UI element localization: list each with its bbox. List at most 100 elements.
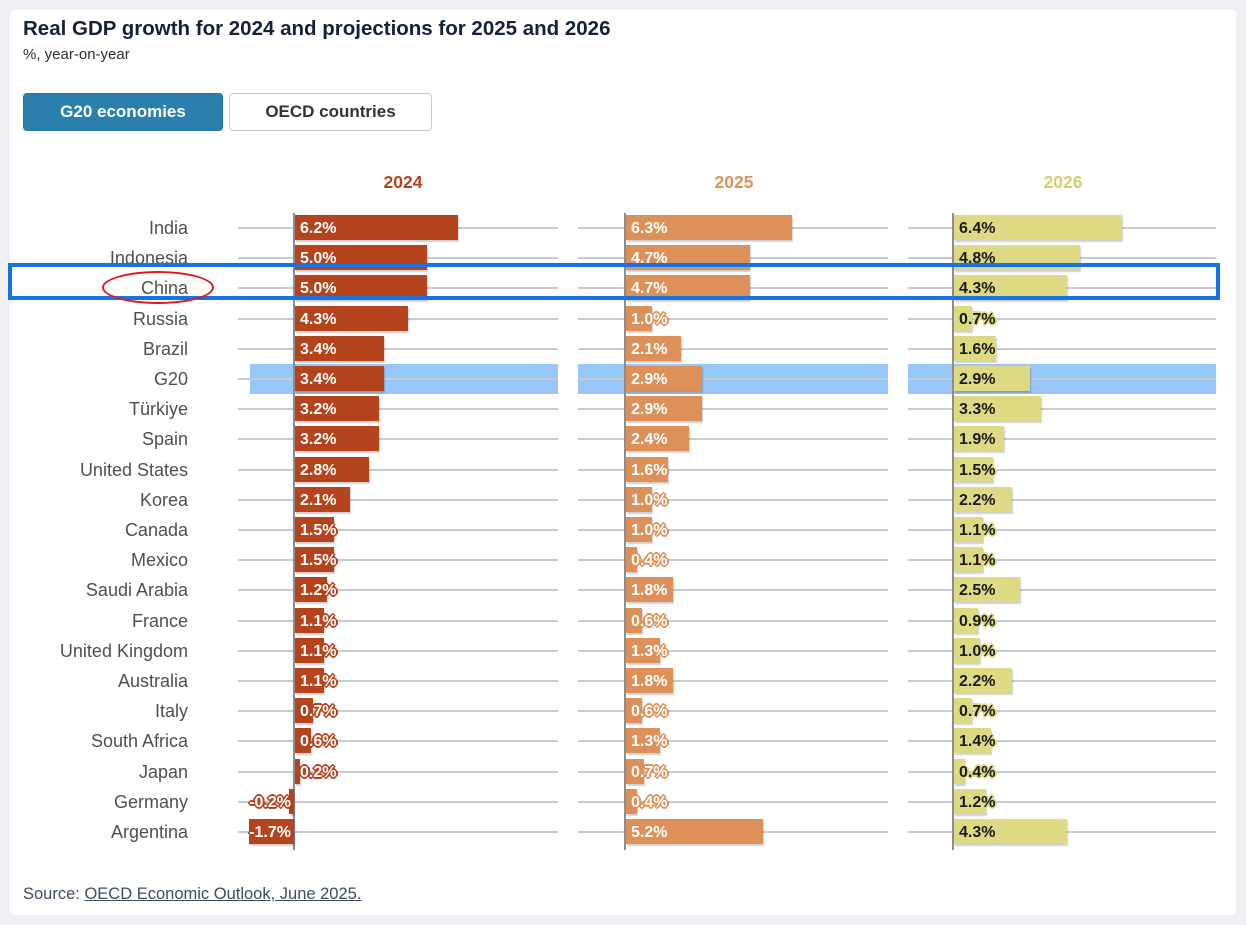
bar-2024-brazil[interactable]: [295, 336, 384, 361]
gridline-italy: [578, 710, 888, 712]
bar-2026-g20[interactable]: [954, 366, 1030, 391]
bar-2024-t-rkiye[interactable]: [295, 396, 379, 421]
bar-2024-china[interactable]: [295, 275, 427, 300]
bar-2026-russia[interactable]: [954, 306, 972, 331]
bar-2026-saudi-arabia[interactable]: [954, 577, 1020, 602]
bar-2026-japan[interactable]: [954, 759, 965, 784]
gridline-korea: [238, 499, 558, 501]
gridline-australia: [578, 680, 888, 682]
gridline-brazil: [578, 348, 888, 350]
tab-g20-economies[interactable]: G20 economies: [23, 93, 223, 131]
tab-oecd-countries[interactable]: OECD countries: [229, 93, 432, 131]
bar-2024-japan[interactable]: [295, 759, 300, 784]
bar-2024-india[interactable]: [295, 215, 458, 240]
bar-value-2026-india: 6.4%: [959, 220, 996, 237]
source-link[interactable]: OECD Economic Outlook, June 2025.: [84, 885, 362, 903]
bar-2024-mexico[interactable]: [295, 547, 334, 572]
bar-2025-brazil[interactable]: [626, 336, 681, 361]
bar-2025-france[interactable]: [626, 608, 642, 633]
row-label-t-rkiye: Türkiye: [128, 399, 188, 419]
bar-2024-south-africa[interactable]: [295, 728, 311, 753]
bar-2026-germany[interactable]: [954, 789, 986, 814]
bar-value-2026-korea: 2.2%: [959, 492, 996, 509]
gridline-united-states: [578, 469, 888, 471]
bar-2026-united-kingdom[interactable]: [954, 638, 980, 663]
bar-2026-brazil[interactable]: [954, 336, 996, 361]
bar-2026-t-rkiye[interactable]: [954, 396, 1041, 421]
bar-2025-india[interactable]: [626, 215, 792, 240]
bar-2025-japan[interactable]: [626, 759, 644, 784]
gridline-united-kingdom: [238, 650, 558, 652]
bar-2025-t-rkiye[interactable]: [626, 396, 702, 421]
bar-2025-australia[interactable]: [626, 668, 673, 693]
bar-2026-south-africa[interactable]: [954, 728, 991, 753]
bar-2026-france[interactable]: [954, 608, 978, 633]
row-label-france: France: [131, 611, 188, 631]
gridline-australia: [238, 680, 558, 682]
bar-2024-italy[interactable]: [295, 698, 313, 723]
bar-2025-china[interactable]: [626, 275, 750, 300]
bar-2024-united-kingdom[interactable]: [295, 638, 324, 663]
bar-value-2024-brazil: 3.4%: [300, 341, 337, 358]
bar-value-2025-france: 0.6%: [631, 613, 668, 630]
bar-value-2026-indonesia: 4.8%: [959, 250, 996, 267]
bar-2024-spain[interactable]: [295, 426, 379, 451]
bar-value-2024-russia: 4.3%: [300, 311, 337, 328]
bar-2026-mexico[interactable]: [954, 547, 983, 572]
bar-2025-united-states[interactable]: [626, 457, 668, 482]
gridline-mexico: [238, 559, 558, 561]
bar-2026-india[interactable]: [954, 215, 1122, 240]
bar-2025-canada[interactable]: [626, 517, 652, 542]
bar-2026-united-states[interactable]: [954, 457, 993, 482]
bar-2025-russia[interactable]: [626, 306, 652, 331]
bar-value-2026-germany: 1.2%: [959, 794, 996, 811]
bar-2024-russia[interactable]: [295, 306, 408, 331]
bar-2025-italy[interactable]: [626, 698, 642, 723]
bar-value-2025-brazil: 2.1%: [631, 341, 668, 358]
row-label-g20: G20: [153, 369, 188, 389]
bar-2025-argentina[interactable]: [626, 819, 763, 844]
bar-2025-korea[interactable]: [626, 487, 652, 512]
bar-2026-china[interactable]: [954, 275, 1067, 300]
china-row-selection-box: [8, 263, 1220, 300]
bar-value-2026-russia: 0.7%: [959, 311, 996, 328]
axis-line-2025: [624, 213, 626, 850]
bar-2024-germany[interactable]: [289, 789, 294, 814]
bar-2025-g20[interactable]: [626, 366, 702, 391]
bar-value-2025-g20: 2.9%: [631, 371, 668, 388]
bar-2026-argentina[interactable]: [954, 819, 1067, 844]
bar-value-2024-japan: 0.2%: [300, 764, 337, 781]
bar-2024-g20[interactable]: [295, 366, 384, 391]
bar-2024-canada[interactable]: [295, 517, 334, 542]
bar-value-2026-south-africa: 1.4%: [959, 733, 996, 750]
bar-value-2024-south-africa: 0.6%: [300, 733, 337, 750]
bar-2026-australia[interactable]: [954, 668, 1012, 693]
bar-value-2026-france: 0.9%: [959, 613, 996, 630]
bar-value-2025-argentina: 5.2%: [631, 824, 668, 841]
bar-2025-saudi-arabia[interactable]: [626, 577, 673, 602]
row-label-italy: Italy: [154, 701, 188, 721]
gridline-mexico: [578, 559, 888, 561]
bar-2024-argentina[interactable]: [249, 819, 294, 844]
gridline-t-rkiye: [578, 408, 888, 410]
bar-2024-saudi-arabia[interactable]: [295, 577, 327, 602]
bar-2026-italy[interactable]: [954, 698, 972, 723]
bar-2024-australia[interactable]: [295, 668, 324, 693]
bar-2026-spain[interactable]: [954, 426, 1004, 451]
bar-value-2026-argentina: 4.3%: [959, 824, 996, 841]
bar-2025-germany[interactable]: [626, 789, 637, 814]
gridline-g20: [908, 378, 1216, 380]
bar-2024-korea[interactable]: [295, 487, 350, 512]
bar-2024-united-states[interactable]: [295, 457, 369, 482]
bar-2025-spain[interactable]: [626, 426, 689, 451]
bar-2026-canada[interactable]: [954, 517, 983, 542]
bar-2024-france[interactable]: [295, 608, 324, 633]
bar-2026-korea[interactable]: [954, 487, 1012, 512]
gridline-australia: [908, 680, 1216, 682]
bar-2025-mexico[interactable]: [626, 547, 637, 572]
bar-2025-south-africa[interactable]: [626, 728, 660, 753]
bar-2025-united-kingdom[interactable]: [626, 638, 660, 663]
row-label-south-africa: South Africa: [90, 731, 188, 751]
bar-value-2025-united-states: 1.6%: [631, 462, 668, 479]
